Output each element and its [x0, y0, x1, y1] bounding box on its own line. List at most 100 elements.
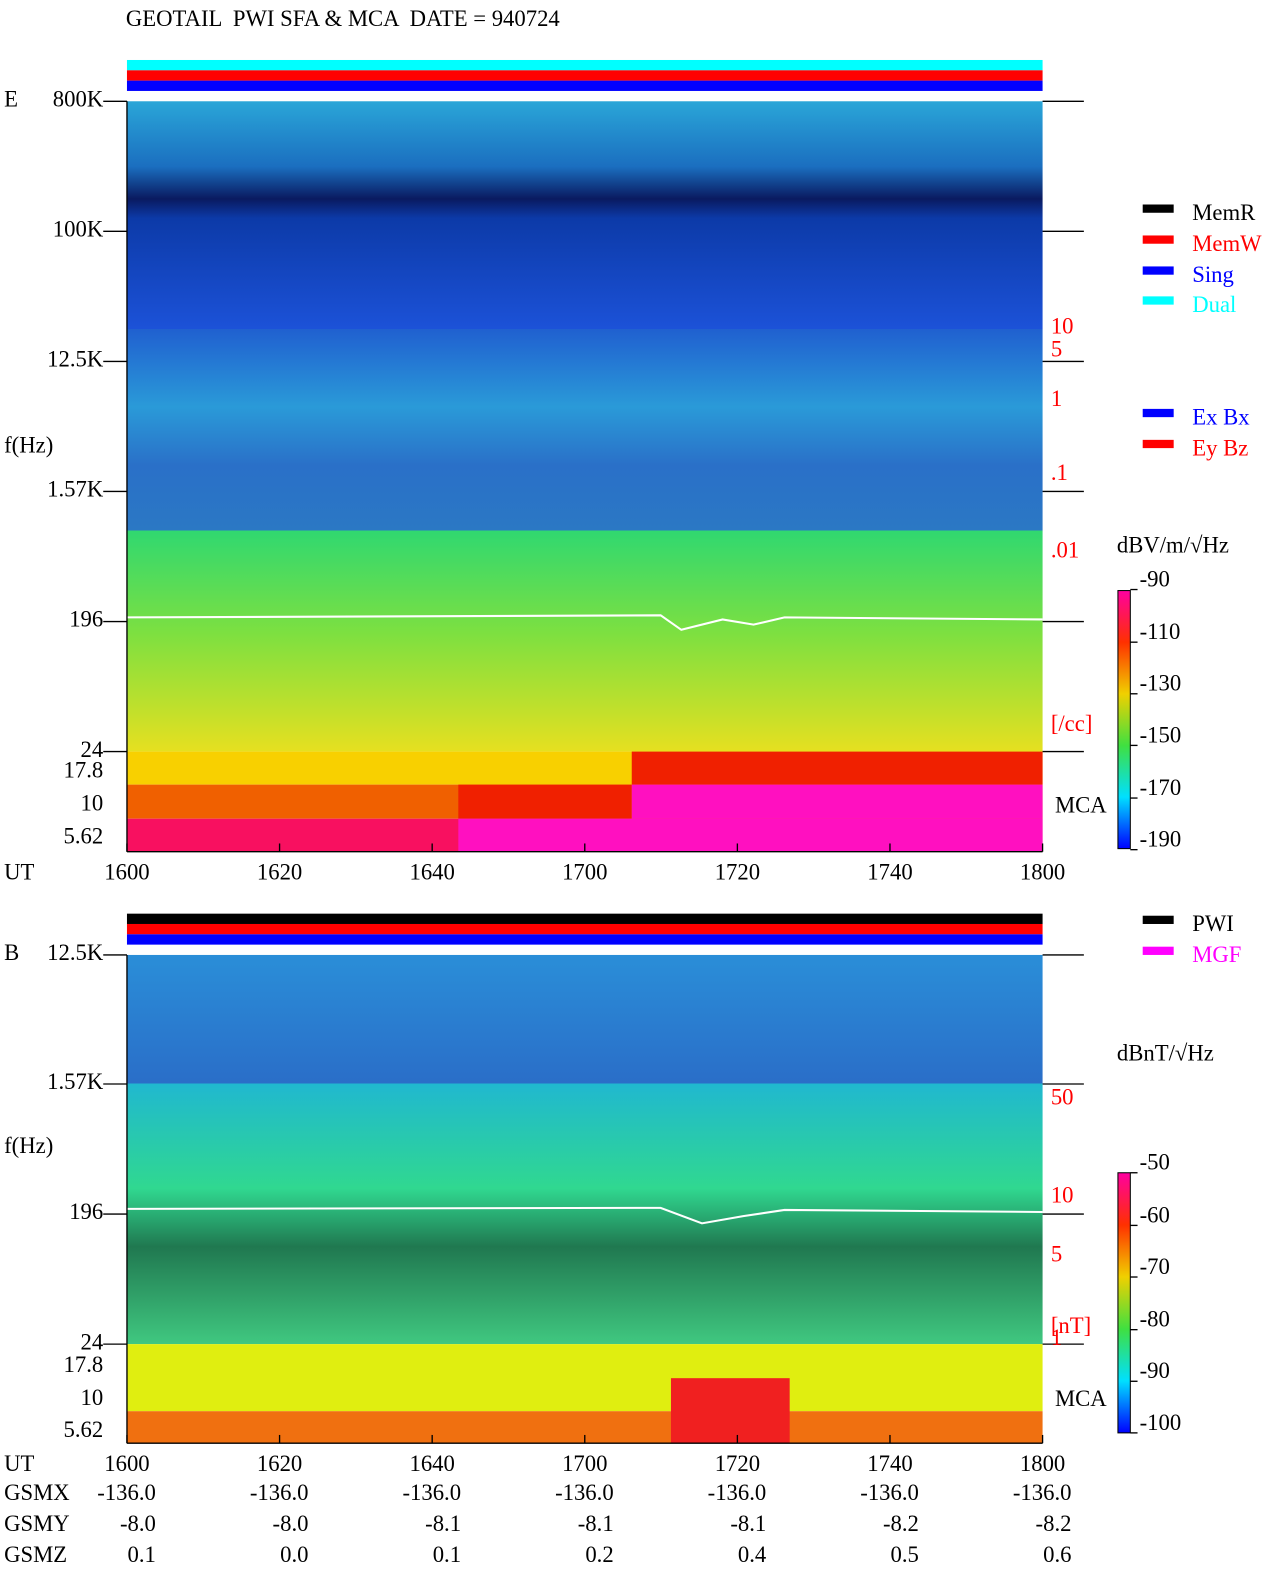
colorbar-tick-label: -90 [1140, 1358, 1170, 1383]
orbit-value: 0.0 [280, 1542, 308, 1567]
x-axis-label: UT [4, 1451, 34, 1476]
status-bar [126, 70, 1043, 81]
x-tick-label: 1740 [867, 860, 912, 885]
orbit-value: -8.0 [120, 1511, 156, 1536]
orbit-value: -8.2 [1036, 1511, 1072, 1536]
y-tick-label: 12.5K [47, 940, 104, 965]
y-tick-label: 5.62 [64, 824, 104, 849]
x-tick-label: 1740 [867, 1451, 912, 1476]
orbit-value: 0.2 [585, 1542, 613, 1567]
colorbar-tick-label: -90 [1140, 566, 1170, 591]
y-tick-label: 24 [81, 737, 104, 762]
legend-label: MemW [1192, 231, 1262, 256]
x-tick-label: 1800 [1020, 860, 1065, 885]
orbit-row-name: GSMX [4, 1480, 70, 1505]
right-scale-label: 1 [1051, 386, 1062, 411]
y-tick-label: 800K [53, 86, 104, 111]
legend-label: MemR [1192, 200, 1256, 225]
y-tick-label: 1.57K [47, 1069, 104, 1094]
colorbar-tick-label: -150 [1140, 722, 1182, 747]
colorbar-tick-label: -80 [1140, 1307, 1170, 1332]
spectrogram [126, 954, 1043, 1345]
colorbar [1117, 1172, 1131, 1434]
orbit-value: -136.0 [708, 1480, 767, 1505]
orbit-value: -8.1 [425, 1511, 461, 1536]
legend-label: Ex Bx [1192, 404, 1250, 429]
mca-label: MCA [1055, 793, 1107, 818]
legend-label: Ey Bz [1192, 435, 1248, 460]
panel-label: E [4, 86, 18, 111]
y-tick-label: 196 [69, 1199, 103, 1224]
plasma-line [126, 614, 1043, 631]
legend-swatch [1142, 266, 1174, 275]
mca-band [458, 818, 1043, 852]
y-tick-label: 196 [69, 607, 103, 632]
y-tick-label: 5.62 [64, 1417, 104, 1442]
orbit-value: -136.0 [402, 1480, 461, 1505]
mca-band [458, 784, 632, 819]
right-scale-label: 5 [1051, 1242, 1062, 1267]
y-tick-label: 12.5K [47, 347, 104, 372]
colorbar-tick-label: -50 [1140, 1150, 1170, 1175]
orbit-row-name: GSMY [4, 1511, 70, 1536]
right-scale-label: 1 [1051, 1325, 1062, 1350]
x-tick-label: 1640 [409, 1451, 454, 1476]
legend-label: PWI [1192, 911, 1234, 936]
orbit-value: 0.6 [1043, 1542, 1071, 1567]
x-tick-label: 1640 [409, 860, 454, 885]
right-scale-label: 50 [1051, 1085, 1074, 1110]
x-tick-label: 1600 [104, 860, 149, 885]
y-tick-label: 17.8 [64, 757, 104, 782]
y-tick-label: 1.57K [47, 477, 104, 502]
right-scale-label: .01 [1051, 538, 1079, 563]
status-bar [126, 913, 1043, 924]
legend-label: Dual [1192, 292, 1236, 317]
mca-band [631, 751, 1043, 785]
x-tick-label: 1620 [257, 860, 302, 885]
right-scale-label: 5 [1051, 336, 1062, 361]
legend-label: Sing [1192, 262, 1234, 287]
legend-swatch [1142, 439, 1174, 449]
legend-swatch [1142, 204, 1174, 213]
legend-swatch [1142, 235, 1174, 244]
y-tick-label: 17.8 [64, 1352, 104, 1377]
unit-label: dBV/m/√Hz [1117, 532, 1229, 557]
orbit-row-name: GSMZ [4, 1542, 67, 1567]
status-bar [126, 923, 1043, 935]
right-scale-label: .1 [1051, 460, 1068, 485]
right-scale-label: 10 [1051, 1183, 1074, 1208]
mca-band [670, 1378, 790, 1444]
right-scale-label: [/cc] [1051, 711, 1093, 736]
y-tick-label: 100K [53, 217, 104, 242]
status-bar [126, 80, 1043, 91]
spectrogram [126, 101, 1043, 752]
orbit-value: -136.0 [860, 1480, 919, 1505]
status-bar [126, 59, 1043, 71]
x-tick-label: 1620 [257, 1451, 302, 1476]
y-axis-label: f(Hz) [4, 432, 53, 457]
legend-swatch [1142, 296, 1174, 305]
orbit-value: 0.4 [738, 1542, 766, 1567]
legend-swatch [1142, 946, 1174, 955]
colorbar-tick-label: -110 [1140, 619, 1181, 644]
x-tick-label: 1800 [1020, 1451, 1065, 1476]
orbit-value: -136.0 [555, 1480, 614, 1505]
y-tick-label: 10 [81, 790, 104, 815]
colorbar [1117, 590, 1131, 850]
status-bar [126, 934, 1043, 945]
x-tick-label: 1600 [104, 1451, 149, 1476]
x-axis-label: UT [4, 860, 34, 885]
colorbar-tick-label: -190 [1140, 827, 1182, 852]
orbit-value: -136.0 [1013, 1480, 1072, 1505]
orbit-value: -8.2 [883, 1511, 919, 1536]
mca-label: MCA [1055, 1386, 1107, 1411]
x-tick-label: 1700 [562, 1451, 607, 1476]
orbit-value: -136.0 [250, 1480, 309, 1505]
colorbar-tick-label: -60 [1140, 1202, 1170, 1227]
y-axis-label: f(Hz) [4, 1133, 53, 1158]
right-scale-label: 10 [1051, 314, 1074, 339]
colorbar-tick-label: -70 [1140, 1254, 1170, 1279]
x-tick-label: 1720 [715, 860, 760, 885]
orbit-value: -8.0 [273, 1511, 309, 1536]
